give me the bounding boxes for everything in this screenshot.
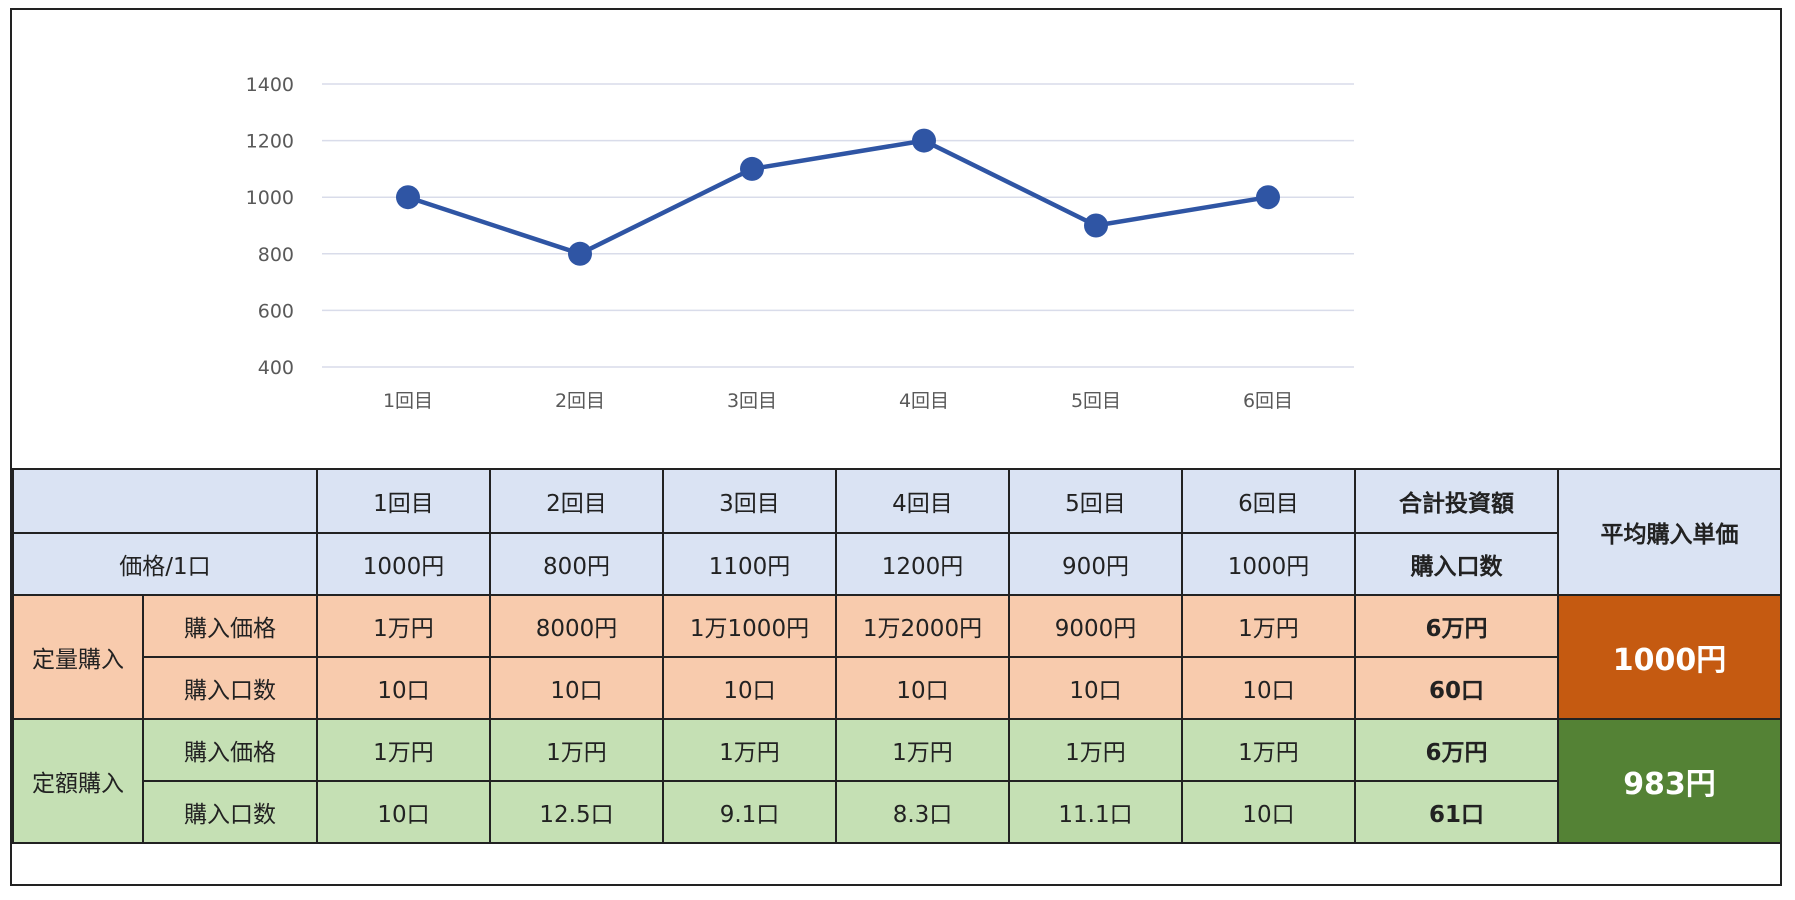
teiryo-units-cell: 10口 [835,656,1010,720]
teiryo-price-cell: 9000円 [1008,594,1183,658]
teigaku-price-cell: 1万円 [1008,718,1183,782]
teiryo-price-cell: 1万2000円 [835,594,1010,658]
teigaku-units-cell: 10口 [316,780,491,844]
price-row: 価格/1口 1000円 800円 1100円 1200円 900円 1000円 … [12,532,1781,596]
line-chart: 400 600 800 1000 1200 1400 1回目 2回目 3回目 4回目 5回目 6回目 [12,10,1780,468]
teigaku-price-row: 定額購入 購入価格 1万円 1万円 1万円 1万円 1万円 1万円 6万円 98… [12,718,1782,844]
data-point [568,241,592,266]
data-point [740,156,764,181]
line-chart-svg: 400 600 800 1000 1200 1400 1回目 2回目 3回目 4回目 5回目 6回目 [246,74,1354,412]
teiryo-units-cell: 10口 [1008,656,1183,720]
price-cell: 800円 [489,532,664,596]
teiryo-units-cell: 10口 [316,656,491,720]
y-tick-label: 800 [258,244,294,266]
teiryo-label: 定量購入 [12,594,144,720]
teigaku-units-cell: 8.3口 [835,780,1010,844]
teigaku-price-cell: 1万円 [316,718,491,782]
teigaku-units-cell: 12.5口 [489,780,664,844]
teiryo-price-cell: 1万円 [1181,594,1356,658]
teiryo-price-label: 購入価格 [142,594,318,658]
x-tick-label: 5回目 [1071,390,1121,412]
teigaku-units-total: 61口 [1354,780,1559,844]
price-label: 価格/1口 [12,532,318,596]
average-price-header: 平均購入単価 [1557,468,1782,596]
x-tick-label: 2回目 [555,390,605,412]
figure-frame: 400 600 800 1000 1200 1400 1回目 2回目 3回目 4回目 5回目 6回目 … [10,8,1782,886]
teiryo-units-row: 購入口数 10口 10口 10口 10口 10口 10口 60口 [13,656,1781,720]
teigaku-units-cell: 11.1口 [1008,780,1183,844]
units-total-header: 購入口数 [1354,532,1559,596]
round-header: 6回目 [1181,468,1356,534]
data-point [1084,213,1108,238]
teigaku-price-total: 6万円 [1354,718,1559,782]
teigaku-price-label: 購入価格 [142,718,318,782]
y-tick-label: 1400 [246,74,294,96]
y-tick-label: 400 [258,357,294,379]
round-header: 3回目 [662,468,837,534]
x-tick-label: 6回目 [1243,390,1293,412]
teigaku-price-cell: 1万円 [489,718,664,782]
y-tick-label: 1200 [246,131,294,153]
teigaku-price-cell: 1万円 [662,718,837,782]
teiryo-units-label: 購入口数 [142,656,318,720]
data-point [912,128,936,153]
teiryo-price-cell: 8000円 [489,594,664,658]
teiryo-price-cell: 1万1000円 [662,594,837,658]
round-header: 2回目 [489,468,664,534]
teiryo-units-cell: 10口 [489,656,664,720]
price-cell: 1000円 [316,532,491,596]
header-row: 1回目 2回目 3回目 4回目 5回目 6回目 合計投資額 平均購入単価 [12,468,1782,596]
price-cell: 900円 [1008,532,1183,596]
teigaku-units-row: 購入口数 10口 12.5口 9.1口 8.3口 11.1口 10口 61口 [13,780,1781,844]
price-cell: 1200円 [835,532,1010,596]
round-header: 5回目 [1008,468,1183,534]
teigaku-price-cell: 1万円 [835,718,1010,782]
teiryo-price-cell: 1万円 [316,594,491,658]
teiryo-units-cell: 10口 [662,656,837,720]
series-line [407,138,1269,257]
teigaku-average: 983円 [1557,718,1782,844]
total-investment-header: 合計投資額 [1354,468,1559,534]
y-tick-label: 1000 [246,187,294,209]
teigaku-units-cell: 9.1口 [662,780,837,844]
teigaku-price-cell: 1万円 [1181,718,1356,782]
teigaku-units-cell: 10口 [1181,780,1356,844]
teigaku-units-label: 購入口数 [142,780,318,844]
x-tick-label: 3回目 [727,390,777,412]
x-tick-label: 1回目 [383,390,433,412]
corner-cell [12,468,318,534]
y-tick-label: 600 [258,300,294,322]
teiryo-units-cell: 10口 [1181,656,1356,720]
teiryo-price-total: 6万円 [1354,594,1559,658]
data-point [1256,185,1280,210]
investment-table: 1回目 2回目 3回目 4回目 5回目 6回目 合計投資額 平均購入単価 価格/… [12,468,1782,844]
teiryo-price-row: 定量購入 購入価格 1万円 8000円 1万1000円 1万2000円 9000… [12,594,1782,720]
price-cell: 1100円 [662,532,837,596]
x-tick-label: 4回目 [899,390,949,412]
data-point [396,185,420,210]
round-header: 1回目 [316,468,491,534]
round-header: 4回目 [835,468,1010,534]
teigaku-label: 定額購入 [12,718,144,844]
teiryo-average: 1000円 [1557,594,1782,720]
teiryo-units-total: 60口 [1354,656,1559,720]
price-cell: 1000円 [1181,532,1356,596]
